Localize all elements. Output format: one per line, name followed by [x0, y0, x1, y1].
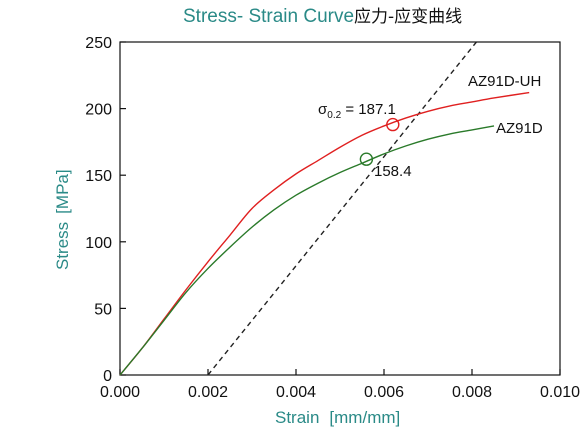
offset-line-0.2pct: [207, 41, 477, 376]
x-tick-label: 0.002: [188, 384, 228, 401]
y-tick-label: 200: [85, 102, 112, 119]
marker-group: [359, 117, 400, 166]
yield-value-az91d-uh: = 187.1: [341, 101, 396, 118]
x-tick-label: 0.008: [452, 384, 492, 401]
yield-point-marker: [359, 152, 374, 166]
series-line-az91d: [119, 125, 495, 376]
x-tick-label: 0.000: [100, 384, 140, 401]
y-axis-label-text: Stress: [53, 222, 72, 270]
series-label-az91d-uh: AZ91D-UH: [468, 73, 541, 90]
chart-title-en: Stress- Strain Curve: [183, 6, 354, 27]
x-tick-label: 0.004: [276, 384, 316, 401]
yield-label-az91d-uh: σ0.2 = 187.1: [318, 101, 396, 121]
series-label-az91d: AZ91D: [496, 120, 543, 137]
series-group: [119, 91, 530, 376]
x-axis-label-unit: [mm/mm]: [329, 408, 400, 427]
yield-label-az91d: 158.4: [374, 163, 412, 180]
x-tick-label: 0.010: [540, 384, 580, 401]
y-tick-label: 150: [85, 168, 112, 185]
y-axis-label: Stress [MPa]: [53, 169, 72, 270]
y-axis-ticks: 0 50 100 150 200 250: [85, 35, 126, 385]
x-axis-label-text: Strain: [275, 408, 319, 427]
series-line-az91d-uh: [119, 91, 530, 376]
sigma-subscript: 0.2: [327, 110, 341, 121]
y-tick-label: 0: [103, 368, 112, 385]
x-tick-label: 0.006: [364, 384, 404, 401]
y-tick-label: 250: [85, 35, 112, 52]
chart-title: Stress- Strain Curve应力-应变曲线: [183, 6, 462, 27]
x-axis-label: Strain [mm/mm]: [275, 408, 400, 427]
yield-point-marker: [386, 117, 400, 132]
sigma-symbol: σ: [318, 101, 328, 118]
chart-title-cn: 应力-应变曲线: [354, 7, 462, 27]
y-tick-label: 50: [94, 301, 112, 318]
y-axis-label-unit: [MPa]: [53, 169, 72, 213]
x-axis-ticks: 0.000 0.002 0.004 0.006 0.008 0.010: [100, 369, 580, 401]
y-tick-label: 100: [85, 235, 112, 252]
plot-frame: [119, 41, 561, 376]
